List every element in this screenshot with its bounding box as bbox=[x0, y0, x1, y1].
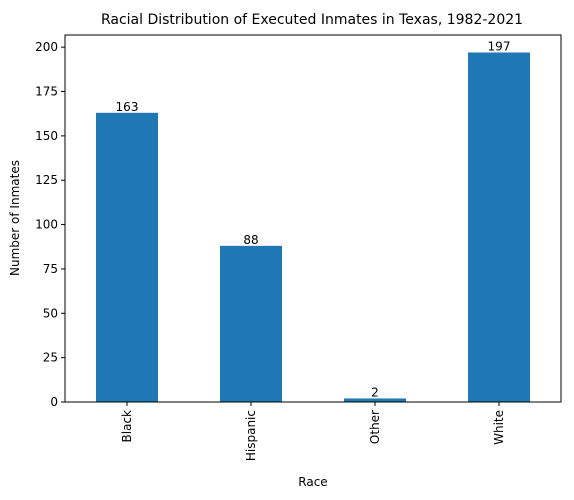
y-tick-label: 150 bbox=[35, 129, 58, 143]
bar-black bbox=[96, 112, 158, 402]
y-axis-label: Number of Inmates bbox=[8, 160, 22, 276]
y-tick-label: 75 bbox=[43, 262, 58, 276]
bar-other bbox=[344, 398, 406, 402]
x-tick-label: White bbox=[492, 410, 506, 445]
y-tick-label: 25 bbox=[43, 351, 58, 365]
x-tick-label: Hispanic bbox=[244, 410, 258, 461]
chart-title: Racial Distribution of Executed Inmates … bbox=[101, 12, 523, 28]
bar-value-label: 197 bbox=[488, 39, 511, 53]
y-tick-label: 100 bbox=[35, 218, 58, 232]
bar-value-label: 88 bbox=[243, 233, 258, 247]
y-axis-ticks: 0 25 50 75 100 125 150 175 200 bbox=[35, 40, 65, 409]
x-tick-label: Other bbox=[368, 410, 382, 444]
y-tick-label: 0 bbox=[50, 395, 58, 409]
bar-value-label: 2 bbox=[371, 385, 379, 399]
plot-area-frame bbox=[64, 34, 562, 403]
y-tick-label: 125 bbox=[35, 173, 58, 187]
y-tick-label: 175 bbox=[35, 85, 58, 99]
bar-value-label: 163 bbox=[116, 100, 139, 114]
x-axis-label: Race bbox=[298, 475, 327, 489]
y-tick-label: 50 bbox=[43, 306, 58, 320]
bar-white bbox=[468, 52, 530, 402]
y-tick-label: 200 bbox=[35, 40, 58, 54]
bar-data-labels: 163 88 2 197 bbox=[116, 39, 511, 399]
bar-hispanic bbox=[220, 245, 282, 402]
x-tick-label: Black bbox=[120, 410, 134, 443]
bars bbox=[96, 52, 530, 402]
x-axis-ticks: Black Hispanic Other White bbox=[120, 402, 506, 461]
